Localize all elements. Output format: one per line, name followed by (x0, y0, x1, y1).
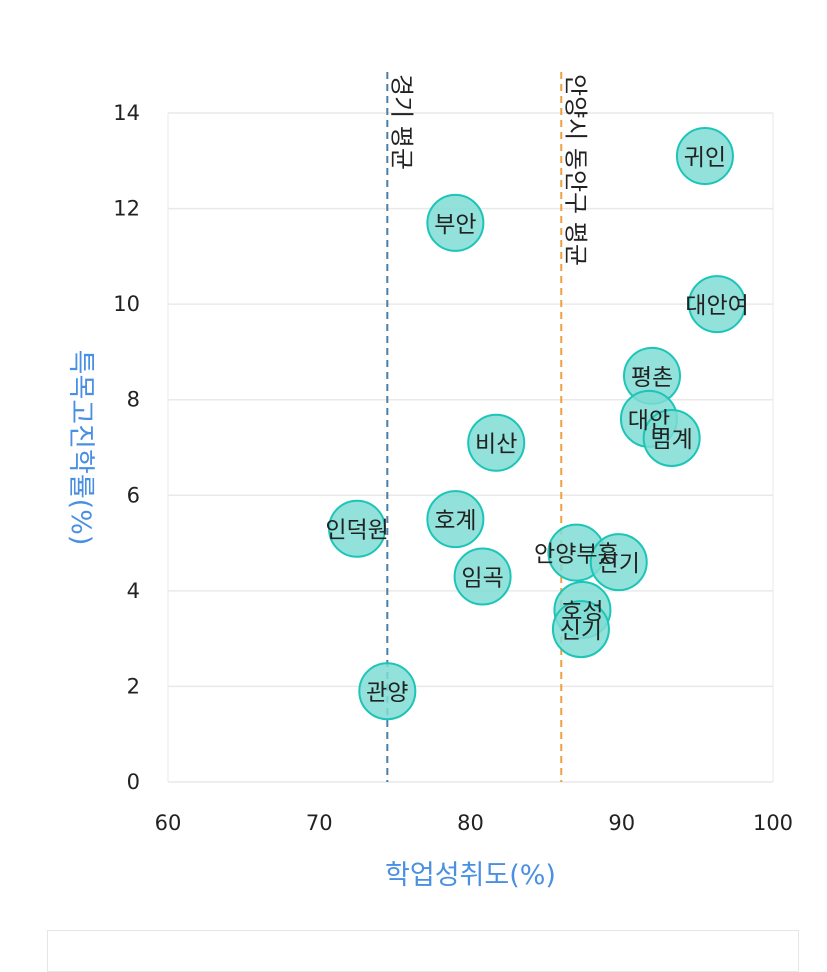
data-point-label: 대안여 (685, 293, 748, 319)
data-point-bubble (589, 533, 648, 592)
data-point-label: 범계 (650, 427, 692, 453)
y-tick-label: 4 (127, 579, 140, 603)
data-point-bubble (426, 490, 485, 549)
data-point-label: 대안 (628, 408, 670, 434)
data-point-bubble (453, 547, 512, 606)
data-point-label: 신기 (598, 551, 640, 577)
data-point-label: 신기 (560, 618, 602, 644)
data-point-bubble (688, 275, 747, 334)
data-point-label: 인덕원 (325, 518, 388, 544)
y-tick-label: 0 (127, 770, 140, 794)
x-tick-label: 90 (608, 811, 635, 835)
x-tick-label: 80 (457, 811, 484, 835)
data-point-label: 귀인 (684, 145, 726, 171)
dongan-average-label: 안양시 동안구 평균 (561, 74, 589, 266)
legend-panel (47, 930, 799, 972)
data-point-label: 평촌 (631, 365, 673, 391)
data-point-bubble (467, 413, 526, 472)
axis-ticks: 0 2 4 6 8 10 12 14 60 70 80 90 100 (113, 101, 793, 835)
x-axis-title: 학업성취도(%) (385, 860, 556, 891)
y-tick-label: 10 (113, 292, 140, 316)
data-point-bubble (328, 499, 387, 558)
x-tick-label: 100 (753, 811, 793, 835)
data-point-bubble (642, 408, 701, 467)
y-axis-title: 특목고진학률(%) (65, 350, 96, 546)
y-tick-label: 2 (127, 674, 140, 698)
x-tick-label: 60 (155, 811, 182, 835)
data-point-bubble (358, 662, 417, 721)
gyeonggi-average-label: 경기 평균 (387, 74, 415, 170)
data-point-bubble (675, 127, 734, 186)
data-point-bubble (426, 193, 485, 252)
data-point-label: 임곡 (461, 566, 503, 592)
data-point-label: 부안 (434, 212, 476, 238)
data-point-label: 호계 (434, 508, 476, 534)
y-tick-label: 6 (127, 483, 140, 507)
y-tick-label: 12 (113, 197, 140, 221)
data-point-label: 관양 (366, 680, 408, 706)
data-point-label: 호성 (561, 599, 603, 625)
data-point-label: 비산 (475, 432, 517, 458)
y-tick-label: 14 (113, 101, 140, 125)
data-point-bubble (551, 600, 610, 659)
data-point-label: 안양부흥 (534, 542, 619, 568)
x-tick-label: 70 (306, 811, 333, 835)
y-tick-label: 8 (127, 388, 140, 412)
